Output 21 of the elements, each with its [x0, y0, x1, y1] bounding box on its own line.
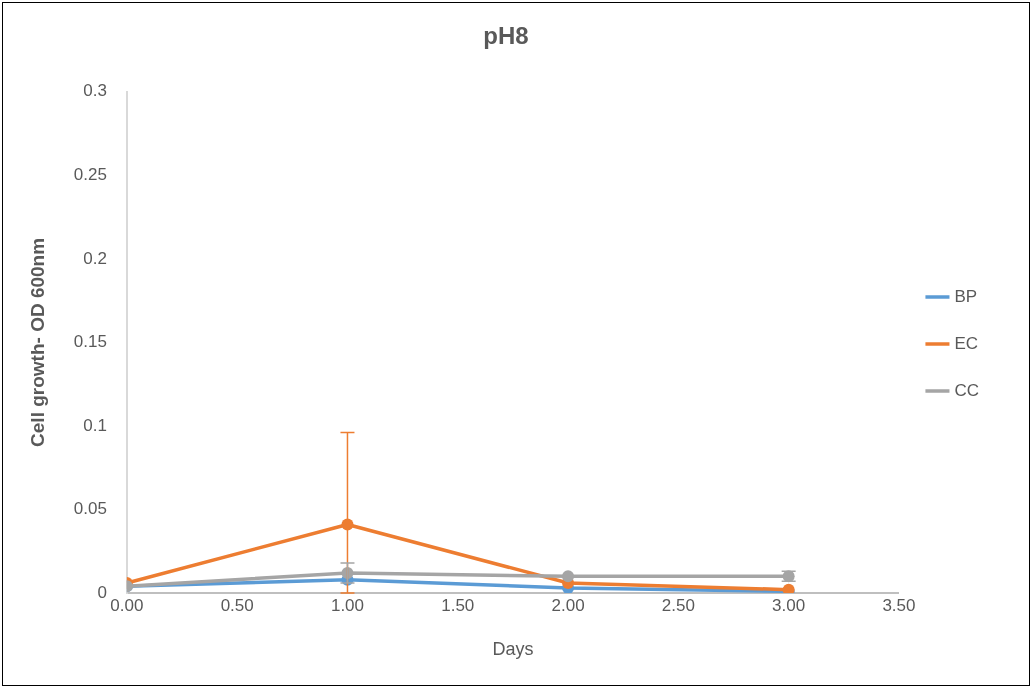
y-tick-label: 0.15: [73, 332, 107, 352]
legend-label: BP: [954, 286, 978, 306]
x-tick-label: 3.50: [882, 595, 916, 615]
x-tick-label: 0.00: [110, 595, 144, 615]
x-tick-label: 0.50: [220, 595, 254, 615]
x-axis-title: Days: [492, 639, 534, 660]
legend-label: CC: [954, 380, 980, 400]
y-tick-label: 0.2: [83, 248, 107, 268]
chart-title: pH8: [483, 22, 529, 50]
y-tick-label: 0.3: [83, 81, 107, 101]
y-axis-title: Cell growth- OD 600nm: [26, 237, 48, 447]
y-tick-label: 0.1: [83, 415, 107, 435]
y-tick-label: 0.25: [73, 165, 107, 185]
x-tick-label: 2.50: [661, 595, 695, 615]
y-tick-label: 0: [97, 582, 107, 602]
y-tick-label: 0.05: [73, 499, 107, 519]
legend-label: EC: [954, 333, 979, 353]
x-tick-label: 1.00: [330, 595, 365, 615]
x-tick-label: 1.50: [441, 595, 475, 615]
x-tick-label: 3.00: [772, 595, 806, 615]
x-tick-label: 2.00: [551, 595, 585, 615]
